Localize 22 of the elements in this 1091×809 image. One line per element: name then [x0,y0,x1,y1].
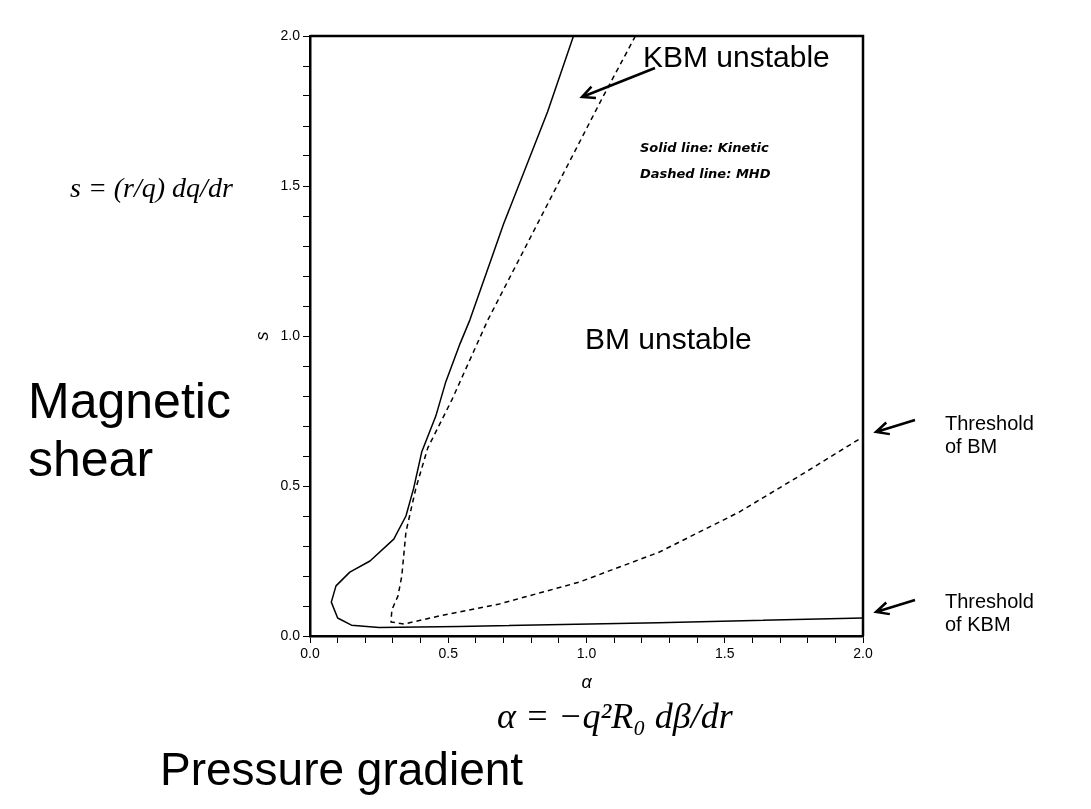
y-tick-label: 0.0 [280,626,301,643]
text: s = (r/q) dq/dr [70,172,233,204]
x-tick-label: 1.5 [715,645,735,662]
annotation: Solid line: Kinetic [640,140,769,155]
y-axis-title: s [251,331,272,341]
text: Threshold of BM [945,412,1035,458]
x-tick-label: 1.0 [576,645,597,662]
x-tick-label: 0.5 [438,645,459,662]
text: Pressure gradient [160,742,524,796]
x-tick-label: 2.0 [853,645,873,662]
y-tick-label: 0.5 [280,476,301,493]
x-axis-title: α [581,672,593,693]
text: Threshold of KBM [945,590,1035,636]
text: Magnetic shear [28,372,232,488]
annotation: KBM unstable [643,40,830,74]
y-tick-label: 1.0 [280,326,301,343]
annotation: BM unstable [585,322,752,356]
y-tick-label: 1.5 [280,176,301,193]
annotation: Dashed line: MHD [640,166,771,181]
y-tick-label: 2.0 [280,26,301,43]
x-tick-label: 0.0 [300,645,320,662]
text: α = −q²R₀ dβ/dr [497,695,733,737]
